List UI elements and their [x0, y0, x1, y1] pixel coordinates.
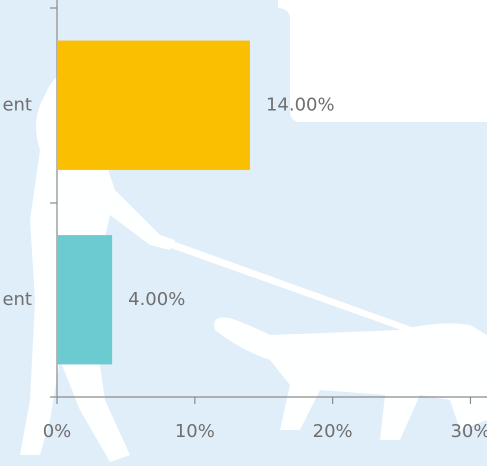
x-tick-label: 10%	[175, 421, 215, 442]
value-label: 4.00%	[128, 289, 185, 310]
x-tick-label: 30%	[450, 421, 487, 442]
dog-silhouette	[214, 317, 487, 440]
x-tick-label: 20%	[313, 421, 353, 442]
x-tick-label: 0%	[43, 421, 72, 442]
value-label: 14.00%	[266, 94, 335, 115]
background-white-area	[278, 0, 487, 122]
y-tick-label: ent	[2, 94, 32, 115]
bar	[57, 40, 250, 170]
y-tick-label: ent	[2, 289, 32, 310]
leash-silhouette	[168, 240, 420, 336]
bar	[57, 235, 113, 365]
